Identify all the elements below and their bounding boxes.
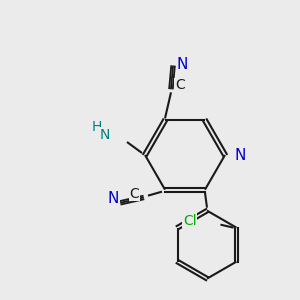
Text: N: N (235, 148, 246, 163)
Text: N: N (108, 191, 119, 206)
Text: H: H (92, 120, 102, 134)
Text: N: N (177, 57, 188, 72)
Text: N: N (100, 128, 110, 142)
Text: Cl: Cl (183, 214, 196, 228)
Text: C: C (175, 78, 185, 92)
Text: C: C (129, 187, 139, 201)
